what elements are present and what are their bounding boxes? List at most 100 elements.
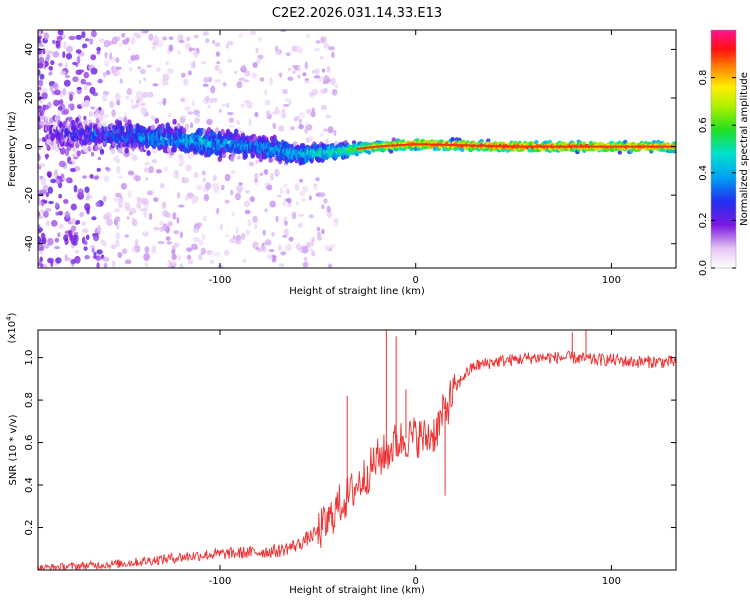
spectrogram-noise-point bbox=[46, 50, 54, 55]
spectrogram-noise-point bbox=[38, 224, 41, 228]
spectrogram-noise-point bbox=[50, 60, 55, 66]
snr-ylabel: SNR (10 * v/v) bbox=[8, 414, 19, 485]
spectrogram-noise-point bbox=[163, 166, 168, 172]
spectrogram-noise-point bbox=[319, 132, 325, 137]
spectrogram-noise-point bbox=[304, 127, 308, 134]
spectrogram-noise-point bbox=[75, 34, 82, 40]
spectrogram-noise-point bbox=[214, 79, 221, 83]
spectrogram-noise-point bbox=[207, 104, 211, 109]
spectrogram-noise-point bbox=[116, 99, 121, 106]
spectrogram-noise-point bbox=[234, 239, 242, 245]
spectrogram-noise-point bbox=[297, 74, 301, 79]
spectrogram-noise-point bbox=[124, 234, 129, 238]
spectrogram-noise-point bbox=[310, 239, 315, 247]
spectrogram-noise-point bbox=[97, 78, 103, 84]
spectrogram-noise-point bbox=[252, 62, 258, 68]
spectrogram-noise-point bbox=[146, 64, 153, 68]
spectrogram-noise-point bbox=[46, 171, 52, 178]
spectrogram-noise-point bbox=[114, 216, 121, 223]
spectrogram-noise-point bbox=[102, 195, 107, 202]
colorbar-tick-label: 0.2 bbox=[698, 212, 709, 228]
spectrogram-noise-point bbox=[126, 87, 133, 96]
snr-xtick-label: 100 bbox=[602, 576, 621, 587]
spectrogram-band-cell bbox=[71, 119, 76, 126]
spectrogram-noise-point bbox=[186, 36, 191, 42]
spectrogram-noise-point bbox=[165, 61, 169, 66]
spectrogram-noise-point bbox=[38, 142, 41, 146]
spectrogram-noise-point bbox=[191, 99, 195, 107]
spectrogram-noise-point bbox=[218, 68, 223, 75]
spectrogram-noise-point bbox=[291, 211, 297, 220]
spectrogram-noise-point bbox=[240, 103, 246, 108]
spectrogram-noise-point bbox=[227, 112, 234, 116]
spectrogram-noise-point bbox=[106, 218, 113, 227]
spectrogram-noise-point bbox=[218, 108, 222, 113]
spectrogram-noise-point bbox=[45, 220, 50, 227]
spectrogram-band-cell bbox=[56, 115, 61, 122]
spectrogram-noise-point bbox=[58, 193, 63, 199]
spectrogram-noise-point bbox=[144, 167, 149, 173]
snr-line bbox=[38, 350, 676, 570]
spectrogram-noise-point bbox=[282, 183, 288, 189]
spectrogram-peak-line bbox=[356, 143, 674, 150]
snr-ytick-label: 0.4 bbox=[24, 477, 35, 493]
spectrogram-noise-point bbox=[304, 80, 311, 85]
spectrogram-noise-point bbox=[204, 182, 212, 190]
spectrogram-noise-point bbox=[81, 31, 86, 39]
spectrogram-band-cell bbox=[450, 137, 455, 142]
spectrogram-noise-point bbox=[333, 220, 339, 227]
spectrogram-noise-point bbox=[274, 106, 280, 114]
spectrogram-noise-point bbox=[278, 72, 283, 78]
spectrogram-noise-point bbox=[216, 182, 219, 191]
spectrogram-noise-point bbox=[305, 33, 311, 39]
spectrogram-noise-point bbox=[59, 98, 64, 107]
spectrogram-noise-point bbox=[118, 175, 123, 179]
spectrogram-noise-point bbox=[83, 115, 87, 121]
spectrogram-noise-point bbox=[74, 249, 80, 254]
spectrogram-noise-point bbox=[143, 77, 147, 82]
spectrogram-noise-point bbox=[201, 61, 207, 65]
spectrogram-marks bbox=[38, 30, 676, 268]
spectrogram-noise-point bbox=[38, 230, 42, 234]
spectrogram-noise-point bbox=[211, 182, 218, 189]
spectrogram-noise-point bbox=[309, 135, 315, 141]
spectrogram-noise-point bbox=[78, 69, 85, 73]
colorbar-tick-label: 0.8 bbox=[698, 70, 709, 86]
spectrogram-noise-point bbox=[192, 227, 199, 234]
spectrogram-band-cell bbox=[102, 121, 107, 128]
spectrogram-noise-point bbox=[214, 64, 220, 71]
spectrogram-noise-point bbox=[298, 123, 304, 130]
spectrogram-noise-point bbox=[96, 167, 101, 172]
spectrogram-noise-point bbox=[298, 118, 302, 125]
spectrogram-noise-point bbox=[315, 40, 321, 44]
spectrogram-noise-point bbox=[38, 43, 45, 48]
spectrogram-band-cell bbox=[229, 155, 235, 162]
spectrogram-band-cell bbox=[651, 140, 657, 145]
spectrogram-noise-point bbox=[47, 257, 54, 264]
spectrogram-noise-point bbox=[88, 64, 93, 70]
spectrogram-noise-point bbox=[311, 107, 315, 113]
spectrogram-noise-point bbox=[236, 185, 243, 192]
spectrogram-noise-point bbox=[68, 35, 76, 41]
spectrogram-noise-point bbox=[320, 36, 325, 44]
spectrogram-noise-point bbox=[151, 159, 158, 164]
spectrogram-noise-point bbox=[81, 221, 87, 226]
spectrogram-noise-point bbox=[79, 211, 85, 218]
spectrogram-noise-point bbox=[84, 240, 88, 246]
spectrogram-noise-point bbox=[82, 175, 87, 179]
spectrogram-noise-point bbox=[139, 208, 147, 212]
spectrogram-noise-point bbox=[286, 197, 292, 204]
spectrogram-noise-point bbox=[172, 212, 177, 220]
spectrogram-noise-point bbox=[38, 91, 41, 96]
spectrogram-noise-point bbox=[216, 61, 221, 65]
spectrogram-band-cell bbox=[57, 110, 62, 117]
spectrogram-noise-point bbox=[196, 222, 203, 228]
spectrogram-noise-point bbox=[85, 82, 92, 86]
spectrogram-noise-point bbox=[115, 232, 121, 241]
spectrogram-noise-point bbox=[54, 246, 61, 250]
spectrogram-noise-point bbox=[93, 251, 97, 257]
spectrogram-noise-point bbox=[210, 85, 216, 94]
spectrogram-noise-point bbox=[282, 88, 288, 95]
spectrogram-noise-point bbox=[275, 215, 279, 223]
spectrogram-noise-point bbox=[70, 168, 76, 173]
